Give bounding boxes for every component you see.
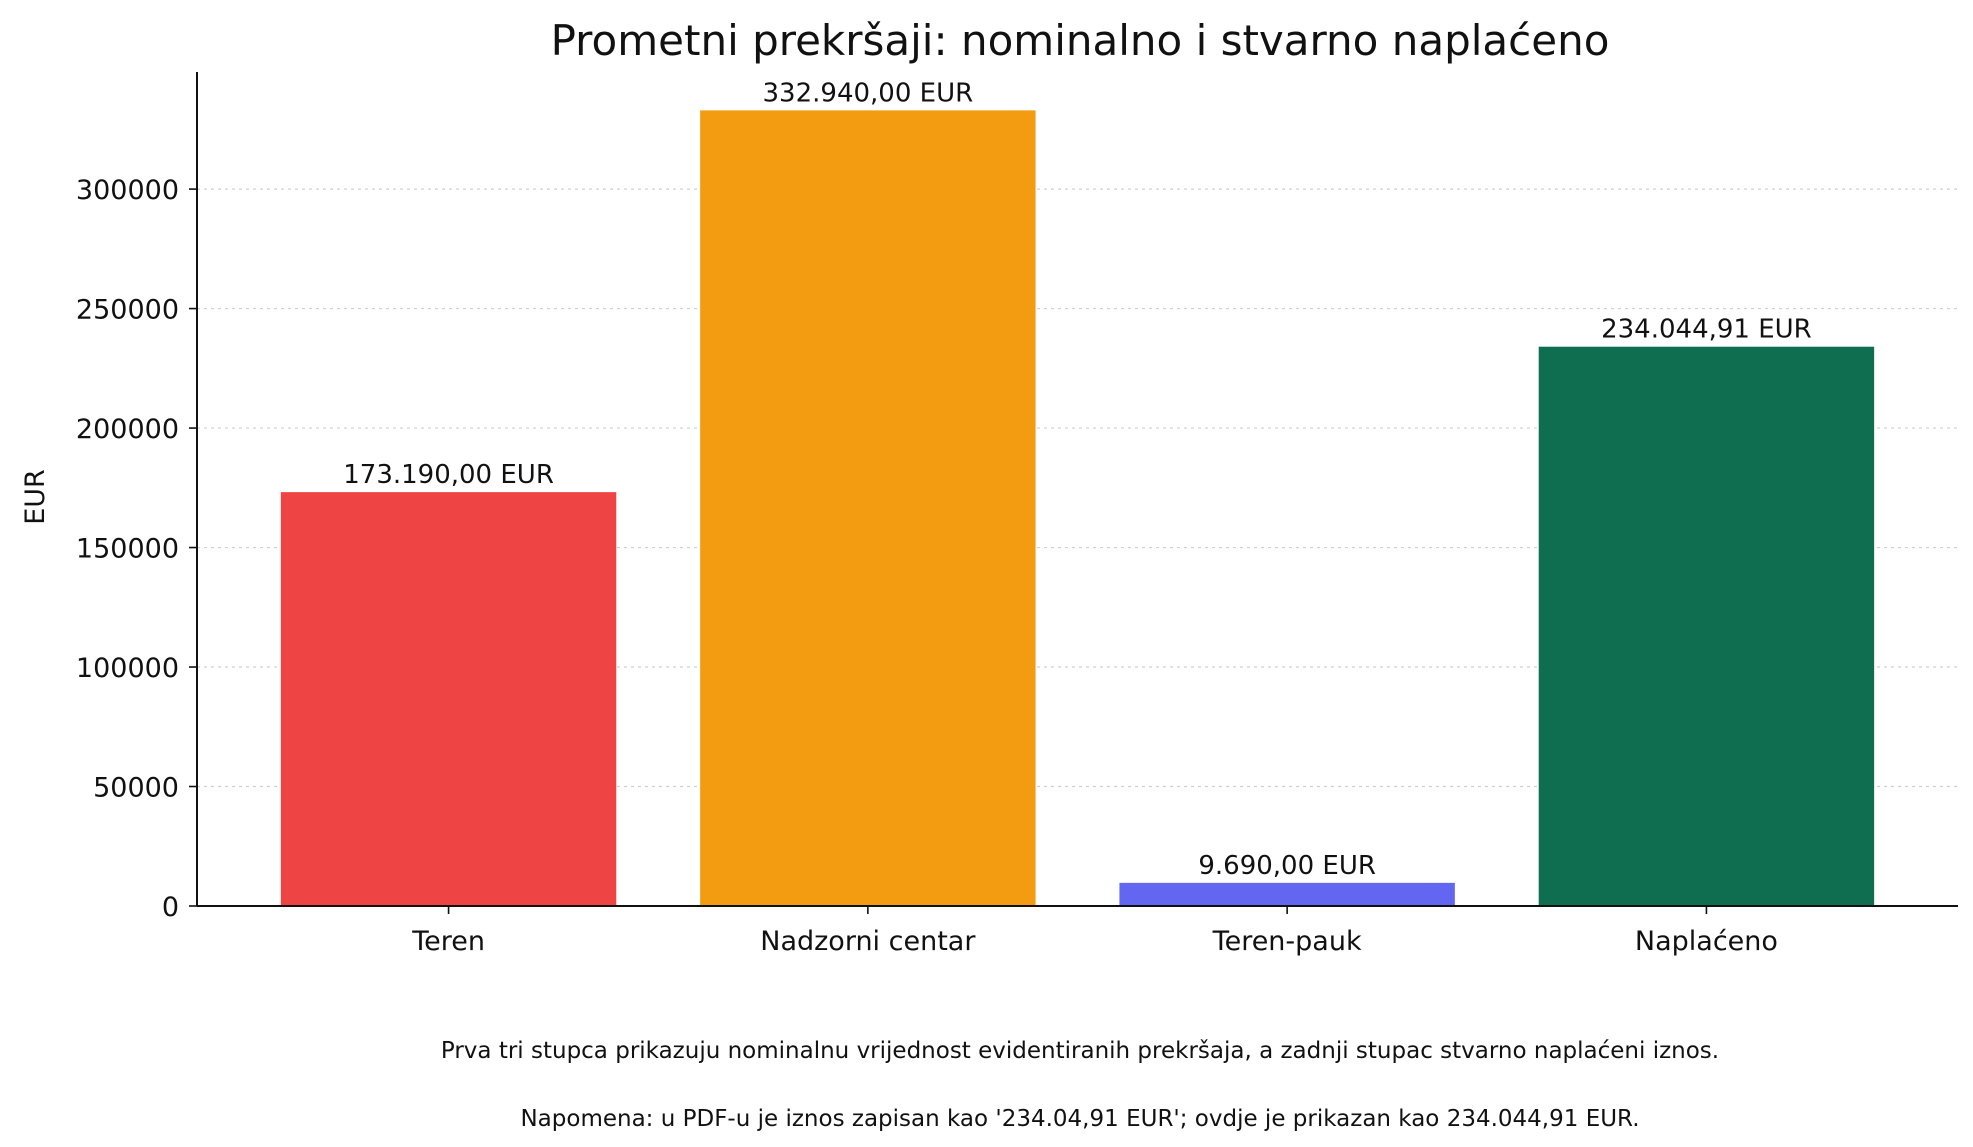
y-tick-label: 50000 [93, 773, 179, 804]
chart-title: Prometni prekršaji: nominalno i stvarno … [551, 16, 1610, 65]
x-tick-label: Teren [411, 926, 485, 957]
footnote-line-1: Prva tri stupca prikazuju nominalnu vrij… [441, 1038, 1719, 1064]
y-axis-label: EUR [20, 469, 51, 525]
y-tick-label: 150000 [76, 534, 179, 565]
x-tick-label: Nadzorni centar [760, 926, 976, 957]
bar [1119, 882, 1455, 906]
x-tick-label: Teren-pauk [1212, 926, 1362, 957]
bar-value-label: 332.940,00 EUR [763, 78, 974, 108]
x-tick-label: Naplaćeno [1635, 926, 1778, 957]
axes [189, 72, 1958, 914]
bars [280, 110, 1875, 906]
y-tick-label: 200000 [76, 414, 179, 445]
bar [1538, 346, 1875, 906]
y-tick-label: 100000 [76, 653, 179, 684]
bar-value-label: 234.044,91 EUR [1601, 315, 1812, 345]
labels: 0 50000 100000 150000 200000 250000 300000 173.… [76, 78, 1812, 957]
y-tick-label: 250000 [76, 295, 179, 326]
y-tick-label: 300000 [76, 175, 179, 206]
bar [700, 110, 1036, 906]
bar-value-label: 9.690,00 EUR [1198, 851, 1376, 881]
bar [280, 492, 617, 906]
footnote-line-2: Napomena: u PDF-u je iznos zapisan kao '… [520, 1106, 1639, 1132]
y-tick-label: 0 [162, 892, 179, 923]
bar-value-label: 173.190,00 EUR [343, 460, 554, 490]
